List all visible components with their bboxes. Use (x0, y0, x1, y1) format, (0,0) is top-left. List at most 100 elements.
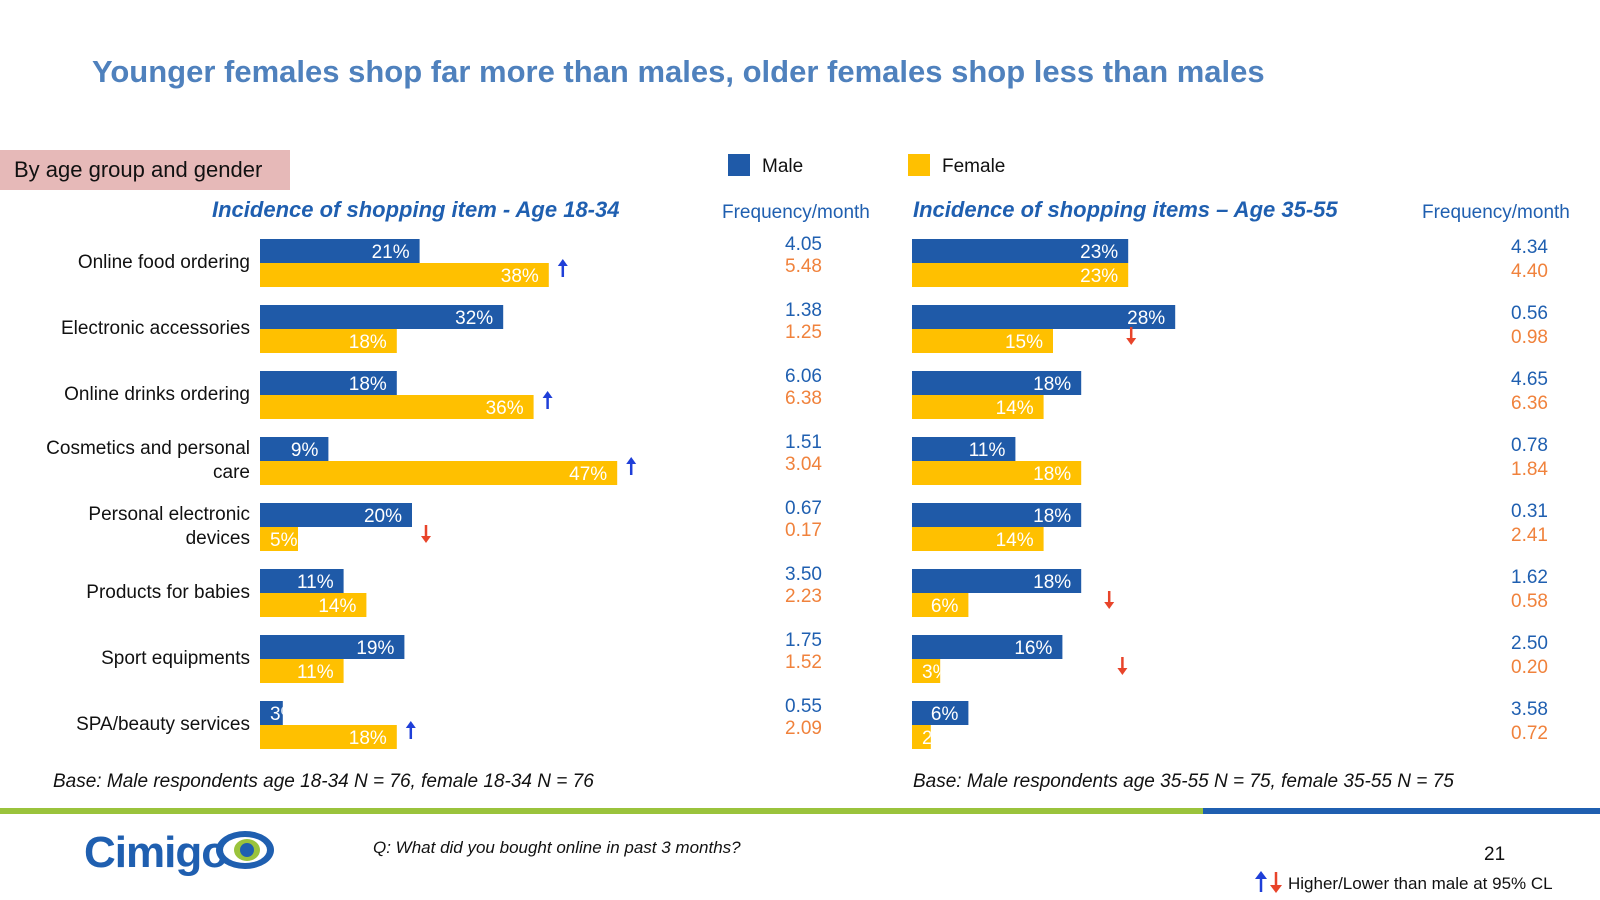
bar-value-label: 18% (349, 332, 387, 353)
segment-tag: By age group and gender (0, 150, 290, 190)
frequency-female: 6.38 (785, 388, 822, 409)
frequency-male: 2.50 (1511, 633, 1548, 654)
footer-rule-blue (1203, 808, 1600, 814)
frequency-female: 1.25 (785, 322, 822, 343)
frequency-male: 6.06 (785, 366, 822, 387)
frequency-female: 2.09 (785, 718, 822, 739)
bar-value-label: 18% (1033, 572, 1071, 593)
survey-question: Q: What did you bought online in past 3 … (373, 838, 741, 857)
bar-value-label: 3% (270, 704, 298, 725)
frequency-male: 1.62 (1511, 567, 1548, 588)
bar-value-label: 32% (455, 308, 493, 329)
bar-female (912, 263, 1129, 287)
legend-swatch-male (728, 154, 750, 176)
bar-value-label: 11% (297, 662, 334, 683)
bar-value-label: 18% (349, 374, 387, 395)
bar-value-label: 28% (1127, 308, 1165, 329)
bar-value-label: 2% (922, 728, 950, 749)
frequency-male: 3.58 (1511, 699, 1548, 720)
bar-female (912, 659, 941, 683)
bar-male (260, 503, 412, 527)
bar-male (260, 701, 283, 725)
category-label: Cosmetics and personal care (46, 438, 250, 483)
chart-title-age-35-55: Incidence of shopping items – Age 35-55 (913, 197, 1338, 222)
significance-note: Higher/Lower than male at 95% CL (1288, 874, 1553, 893)
bar-male (260, 305, 504, 329)
bar-male (260, 635, 405, 659)
significance-legend-icon (1255, 871, 1282, 893)
category-label: SPA/beauty services (76, 714, 250, 735)
bar-male (912, 503, 1082, 527)
frequency-male: 0.78 (1511, 435, 1548, 456)
bar-male (912, 569, 1082, 593)
bar-value-label: 19% (356, 638, 394, 659)
bar-male (912, 239, 1129, 263)
frequency-female: 0.72 (1511, 723, 1548, 744)
bar-male (260, 569, 344, 593)
frequency-female: 2.41 (1511, 525, 1548, 546)
bar-male (912, 701, 969, 725)
frequency-female: 4.40 (1511, 261, 1548, 282)
bar-female (912, 329, 1053, 353)
base-note-18-34: Base: Male respondents age 18-34 N = 76,… (53, 771, 594, 792)
frequency-female: 2.23 (785, 586, 822, 607)
category-label: Products for babies (86, 582, 250, 603)
legend-label-female: Female (942, 156, 1006, 177)
legend-swatch-female (908, 154, 930, 176)
bar-value-label: 38% (501, 266, 539, 287)
bar-male (260, 371, 397, 395)
frequency-male: 1.75 (785, 630, 822, 651)
frequency-male: 4.65 (1511, 369, 1548, 390)
frequency-female: 1.52 (785, 652, 822, 673)
frequency-female: 0.98 (1511, 327, 1548, 348)
bar-value-label: 16% (1014, 638, 1052, 659)
bar-male (912, 635, 1063, 659)
arrow-down-icon (1104, 591, 1115, 609)
bar-value-label: 21% (372, 242, 410, 263)
bar-female (260, 329, 397, 353)
bar-female (912, 725, 931, 749)
bar-male (912, 305, 1176, 329)
frequency-male: 0.55 (785, 696, 822, 717)
bar-female (912, 593, 969, 617)
page-number: 21 (1484, 844, 1506, 865)
bar-female (260, 593, 367, 617)
frequency-male: 3.50 (785, 564, 822, 585)
bar-female (260, 263, 549, 287)
bar-value-label: 14% (318, 596, 356, 617)
chart-title-age-18-34: Incidence of shopping item - Age 18-34 (212, 197, 620, 222)
bar-value-label: 14% (996, 530, 1034, 551)
frequency-male: 1.51 (785, 432, 822, 453)
frequency-header-18-34: Frequency/month (722, 202, 870, 223)
category-label: Online drinks ordering (64, 384, 250, 405)
bar-male (912, 437, 1016, 461)
bar-female (912, 527, 1044, 551)
bar-value-label: 5% (270, 530, 298, 551)
arrow-down-icon (421, 525, 431, 543)
bar-female (260, 659, 344, 683)
arrow-down-icon (1117, 657, 1128, 675)
page-title: Younger females shop far more than males… (92, 54, 1265, 89)
arrow-up-icon (626, 457, 637, 475)
bar-value-label: 23% (1080, 242, 1118, 263)
bar-female (260, 461, 618, 485)
bar-value-label: 18% (349, 728, 387, 749)
category-label: Sport equipments (101, 648, 250, 669)
frequency-male: 0.67 (785, 498, 822, 519)
frequency-female: 3.04 (785, 454, 822, 475)
frequency-male: 1.38 (785, 300, 822, 321)
bar-value-label: 9% (291, 440, 319, 461)
bar-value-label: 6% (931, 704, 959, 725)
cimigo-logo: Cimigo (84, 828, 228, 877)
category-label: Online food ordering (77, 252, 250, 273)
frequency-female: 5.48 (785, 256, 822, 277)
arrow-down-icon (1126, 327, 1137, 345)
frequency-female: 0.58 (1511, 591, 1548, 612)
bar-value-label: 18% (1033, 464, 1071, 485)
bar-female (912, 395, 1044, 419)
frequency-male: 4.05 (785, 234, 822, 255)
bar-female (912, 461, 1082, 485)
bar-value-label: 18% (1033, 374, 1071, 395)
arrow-up-icon (557, 259, 568, 277)
